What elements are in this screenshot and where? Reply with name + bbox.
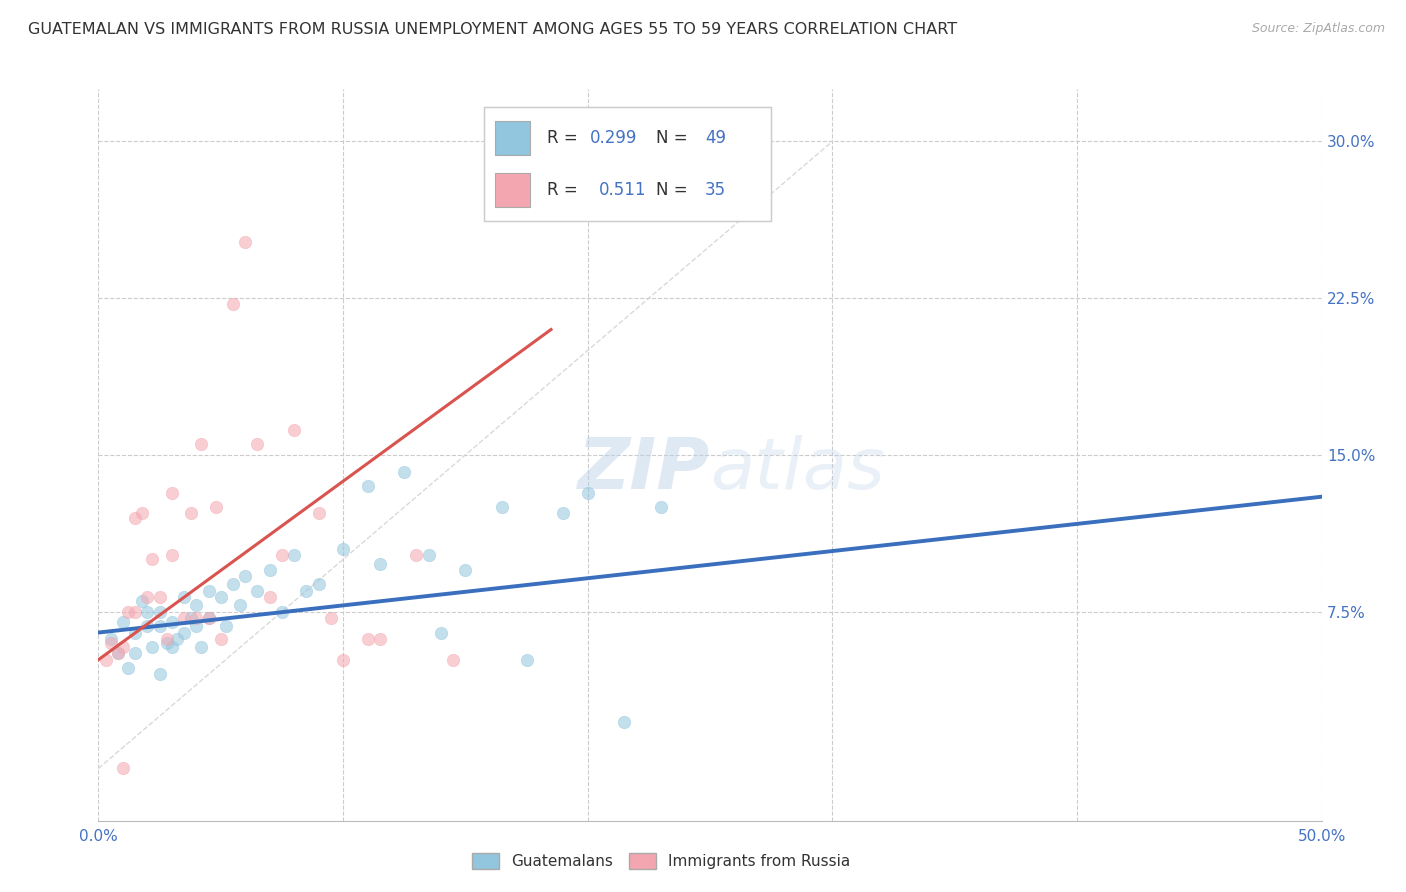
Point <box>100 636 122 650</box>
Point <box>205 500 228 515</box>
Point <box>107 647 129 661</box>
Point <box>222 297 245 311</box>
Point <box>156 636 179 650</box>
Point <box>190 640 212 655</box>
Point <box>233 569 256 583</box>
Point <box>149 667 172 681</box>
Text: ZIP: ZIP <box>578 435 710 504</box>
Point <box>259 590 281 604</box>
Point <box>117 605 139 619</box>
Point <box>515 653 537 667</box>
Point <box>233 235 256 249</box>
Point <box>405 548 427 562</box>
Legend: Guatemalans, Immigrants from Russia: Guatemalans, Immigrants from Russia <box>465 847 856 875</box>
Point <box>160 640 183 655</box>
Point <box>149 605 172 619</box>
Point <box>117 661 139 675</box>
Point <box>270 605 294 619</box>
Text: GUATEMALAN VS IMMIGRANTS FROM RUSSIA UNEMPLOYMENT AMONG AGES 55 TO 59 YEARS CORR: GUATEMALAN VS IMMIGRANTS FROM RUSSIA UNE… <box>28 22 957 37</box>
Point <box>141 640 163 655</box>
Point <box>111 761 134 775</box>
Point <box>136 590 159 604</box>
Point <box>131 594 153 608</box>
Point <box>418 548 440 562</box>
Point <box>356 479 378 493</box>
Point <box>160 485 183 500</box>
Point <box>190 437 212 451</box>
Point <box>259 563 281 577</box>
Point <box>319 611 342 625</box>
Point <box>368 632 391 646</box>
Point <box>160 615 183 629</box>
Point <box>173 590 195 604</box>
Point <box>246 437 269 451</box>
Point <box>368 557 391 571</box>
Point <box>124 625 146 640</box>
Point <box>491 500 513 515</box>
Point <box>136 605 159 619</box>
Point <box>613 715 636 730</box>
Point <box>576 485 599 500</box>
Point <box>94 653 117 667</box>
Point <box>356 632 378 646</box>
Point <box>173 625 195 640</box>
Point <box>156 632 179 646</box>
Point <box>454 563 477 577</box>
Text: Source: ZipAtlas.com: Source: ZipAtlas.com <box>1251 22 1385 36</box>
Point <box>229 599 252 613</box>
Point <box>283 548 305 562</box>
Point <box>430 625 453 640</box>
Point <box>650 500 672 515</box>
Point <box>214 619 236 633</box>
Point <box>149 590 172 604</box>
Point <box>173 611 195 625</box>
Point <box>100 632 122 646</box>
Point <box>197 583 219 598</box>
Point <box>246 583 269 598</box>
Point <box>131 507 153 521</box>
Point <box>180 611 202 625</box>
Point <box>166 632 188 646</box>
Point <box>111 615 134 629</box>
Point <box>332 541 354 556</box>
Point <box>141 552 163 566</box>
Point <box>332 653 354 667</box>
Point <box>197 611 219 625</box>
Point <box>136 619 159 633</box>
Point <box>270 548 294 562</box>
Point <box>124 510 146 524</box>
Point <box>124 605 146 619</box>
Point <box>186 619 208 633</box>
Point <box>209 590 232 604</box>
Point <box>111 640 134 655</box>
Point <box>392 465 416 479</box>
Point <box>295 583 318 598</box>
Point <box>186 599 208 613</box>
Point <box>553 507 575 521</box>
Point <box>283 423 305 437</box>
Text: atlas: atlas <box>710 435 884 504</box>
Point <box>124 647 146 661</box>
Point <box>107 647 129 661</box>
Point <box>308 577 330 591</box>
Point <box>197 611 219 625</box>
Point <box>149 619 172 633</box>
Point <box>222 577 245 591</box>
Point <box>209 632 232 646</box>
Point <box>180 507 202 521</box>
Point <box>186 611 208 625</box>
Point <box>160 548 183 562</box>
Point <box>308 507 330 521</box>
Point <box>441 653 464 667</box>
